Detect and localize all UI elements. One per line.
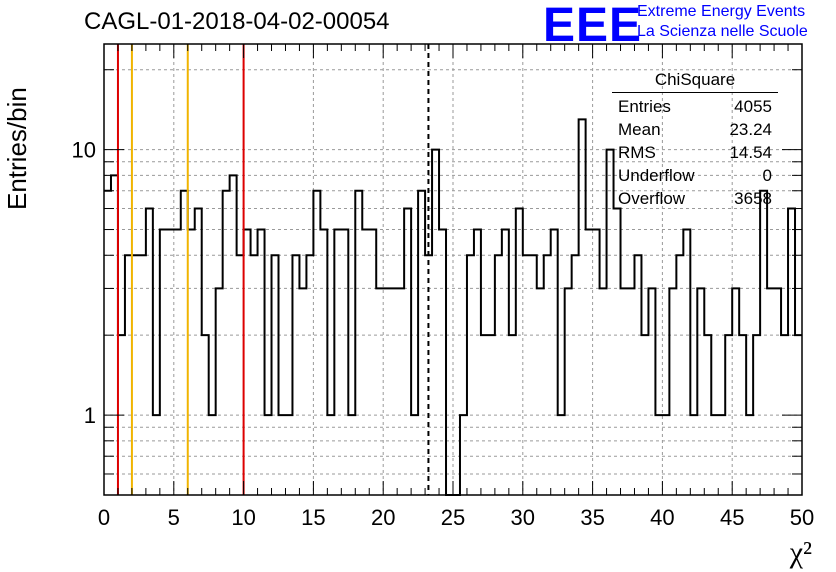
stats-value: 0 — [762, 166, 772, 185]
stats-box: ChiSquare Entries 4055 Mean 23.24 RMS 14.54… — [612, 70, 778, 210]
x-tick-label: 15 — [301, 505, 325, 530]
stats-label: Mean — [618, 120, 661, 139]
histogram-series — [104, 118, 802, 496]
x-tick-label: 40 — [650, 505, 674, 530]
stats-value: 23.24 — [729, 120, 772, 139]
reference-lines — [116, 44, 430, 495]
eee-logo: EEE — [543, 0, 643, 52]
stats-label: Entries — [618, 97, 671, 116]
logo-line-1: Extreme Energy Events — [637, 3, 806, 20]
x-tick-label: 30 — [511, 505, 535, 530]
y-tick-label: 1 — [84, 403, 96, 428]
grid — [103, 44, 803, 495]
x-tick-label: 50 — [790, 505, 814, 530]
y-axis-label: Entries/bin — [2, 87, 32, 210]
plot-title: CAGL-01-2018-04-02-00054 — [84, 8, 390, 35]
stats-value: 4055 — [734, 97, 772, 116]
x-tick-label: 10 — [231, 505, 255, 530]
stats-row-overflow: Overflow 3658 — [612, 187, 778, 210]
logo-text: Extreme Energy Events La Scienza nelle S… — [637, 2, 808, 42]
stats-label: Overflow — [618, 189, 686, 208]
stats-row-rms: RMS 14.54 — [612, 141, 778, 164]
histogram-step-line — [104, 118, 802, 496]
axes: 0 5 10 15 20 25 30 35 40 45 50 1 10 — [72, 43, 814, 530]
y-axis-label-wrap: Entries/bin — [2, 87, 32, 210]
stats-label: RMS — [618, 143, 656, 162]
stats-value: 14.54 — [729, 143, 772, 162]
stats-title: ChiSquare — [612, 70, 778, 93]
stats-row-underflow: Underflow 0 — [612, 164, 778, 187]
x-tick-label: 5 — [168, 505, 180, 530]
stats-value: 3658 — [734, 189, 772, 208]
x-tick-label: 45 — [720, 505, 744, 530]
stats-row-entries: Entries 4055 — [612, 95, 778, 118]
x-tick-label: 0 — [98, 505, 110, 530]
y-tick-label: 10 — [72, 138, 96, 163]
stats-label: Underflow — [618, 166, 695, 185]
x-tick-label: 20 — [371, 505, 395, 530]
logo-line-2: La Scienza nelle Scuole — [637, 23, 808, 40]
x-tick-label: 25 — [441, 505, 465, 530]
stats-row-mean: Mean 23.24 — [612, 118, 778, 141]
x-axis-label: χ² — [789, 536, 812, 569]
x-tick-label: 35 — [580, 505, 604, 530]
